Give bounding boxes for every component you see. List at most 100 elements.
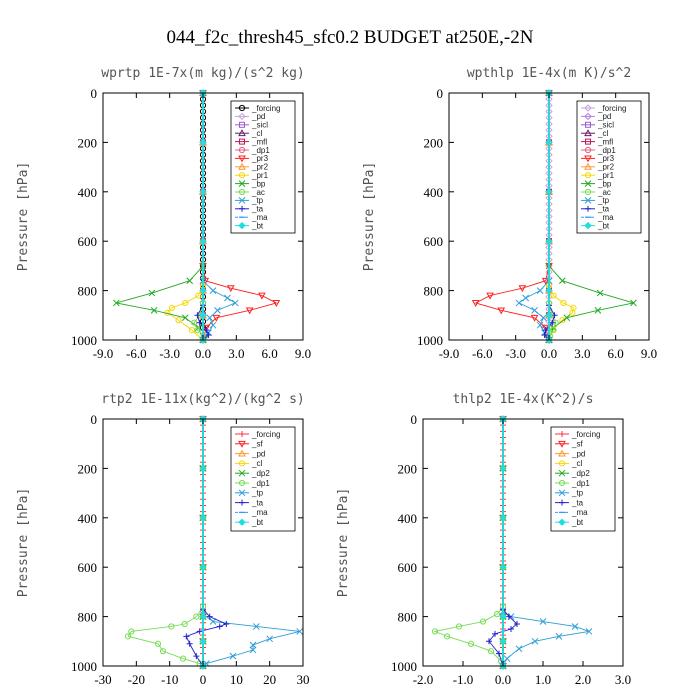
legend-marker <box>238 188 246 196</box>
series-point-ta <box>541 332 548 339</box>
legend: _forcing_pd_sicl_cl_mfl_dp1_pr3_pr2_pr1_… <box>576 100 642 234</box>
y-tick-label: 1000 <box>391 659 417 674</box>
y-tick-label: 200 <box>78 135 98 150</box>
legend-label: _bt <box>571 518 584 527</box>
series-line-dp1 <box>433 419 504 667</box>
legend-marker <box>239 205 245 212</box>
x-tick-label: -9.0 <box>439 346 460 361</box>
series-point-dp1 <box>455 623 463 630</box>
y-axis-label: Pressure [hPa] <box>16 162 31 272</box>
legend-marker <box>584 155 592 163</box>
series-point-bt <box>499 464 507 473</box>
legend-marker <box>558 449 566 457</box>
series-point-pr3 <box>212 314 221 322</box>
series-point-bt <box>499 637 507 646</box>
y-tick-label: 800 <box>78 610 98 625</box>
y-tick-label: 600 <box>78 560 98 575</box>
series-group <box>471 89 637 344</box>
legend-marker <box>238 197 246 204</box>
series-point-tp <box>249 646 257 654</box>
series-point-pr1 <box>195 292 202 299</box>
legend-marker <box>584 104 592 112</box>
series-point-dp1 <box>193 613 200 620</box>
y-tick-label: 600 <box>398 560 418 575</box>
y-tick-label: 600 <box>78 234 98 249</box>
series-point-ta <box>203 327 210 334</box>
chart-panel-4: thlp2 1E-4x(K^2)/s Pressure [hPa] -2.0 -1.0… <box>336 392 631 687</box>
legend-marker <box>238 180 246 187</box>
series-point-dp1 <box>124 633 132 640</box>
series-point-ta <box>206 613 213 620</box>
x-tick-label: -1.0 <box>453 672 474 687</box>
legend-label: _forcing <box>571 430 600 439</box>
legend-marker <box>238 129 246 137</box>
y-tick-label: 0 <box>437 86 444 101</box>
series-point-dp1 <box>154 640 162 647</box>
chart-panel-3: rtp2 1E-11x(kg^2)/(kg^2 s) Pressure [hPa]… <box>16 392 310 687</box>
legend-label: _forcing <box>597 104 626 113</box>
x-tick-label: -6.0 <box>472 346 493 361</box>
legend-marker <box>584 172 592 179</box>
x-tick-label: -3.0 <box>159 346 180 361</box>
series-point-pr3 <box>486 292 494 300</box>
legend-marker <box>559 499 565 506</box>
legend-label: _cl <box>597 129 608 138</box>
series-point-bt <box>199 563 207 571</box>
series-point-dp1 <box>467 640 475 647</box>
legend-marker <box>558 518 566 526</box>
series-point-ta <box>508 625 514 632</box>
series-point-pr3 <box>497 307 506 315</box>
x-tick-label: 3.0 <box>574 346 590 361</box>
x-tick-label: -10 <box>161 672 178 687</box>
series-point-bp <box>181 314 189 322</box>
y-tick-label: 800 <box>78 284 98 299</box>
series-point-dp1 <box>168 623 175 630</box>
legend-marker <box>584 188 592 196</box>
y-tick-label: 0 <box>91 412 98 427</box>
legend-label: _pd <box>251 449 265 458</box>
legend-label: _pd <box>597 112 611 121</box>
series-point-tp <box>536 287 544 294</box>
y-tick-label: 1000 <box>71 333 97 348</box>
y-tick-label: 800 <box>424 284 444 299</box>
legend-marker <box>558 440 566 448</box>
series-point-tp <box>503 655 511 662</box>
legend-label: _dp1 <box>597 146 616 155</box>
series-point-pr3 <box>541 277 550 285</box>
legend-marker <box>558 489 566 497</box>
y-tick-label: 1000 <box>71 659 97 674</box>
series-point-tp <box>522 294 530 302</box>
series-point-bt <box>199 464 207 473</box>
legend-marker <box>238 112 246 121</box>
legend-marker <box>585 121 591 128</box>
legend: _forcing_sf_pd_cl_dp2_dp1_tp_ta_ma_bt <box>230 426 296 532</box>
series-point-bt <box>199 286 207 295</box>
series-point-pr3 <box>518 285 527 293</box>
series-point-pr1 <box>168 304 175 311</box>
panel-title: thlp2 1E-4x(K^2)/s <box>453 392 594 407</box>
series-point-bp <box>558 277 566 285</box>
x-tick-label: 6.0 <box>608 346 624 361</box>
series-point-ta <box>506 613 512 620</box>
legend-label: _dp1 <box>571 479 590 488</box>
legend-marker <box>238 460 246 467</box>
series-point-tp <box>209 618 217 625</box>
legend-label: _sf <box>251 440 263 449</box>
series-point-dp1 <box>179 655 187 662</box>
legend-label: _sicl <box>251 121 268 130</box>
x-tick-label: 3.0 <box>228 346 244 361</box>
series-point-tp <box>585 628 593 635</box>
legend-label: _bt <box>251 518 264 527</box>
series-point-tp <box>214 307 221 314</box>
x-tick-label: 1.0 <box>535 672 551 687</box>
legend-label: _pr3 <box>251 154 269 163</box>
y-tick-label: 400 <box>424 185 444 200</box>
series-point-tp <box>531 307 538 314</box>
series-point-tp <box>249 641 257 649</box>
legend-label: _ta <box>251 498 264 507</box>
series-line-tp <box>202 93 237 341</box>
series-point-dp1 <box>128 628 135 635</box>
legend-marker <box>584 146 592 154</box>
series-point-ta <box>183 633 190 640</box>
